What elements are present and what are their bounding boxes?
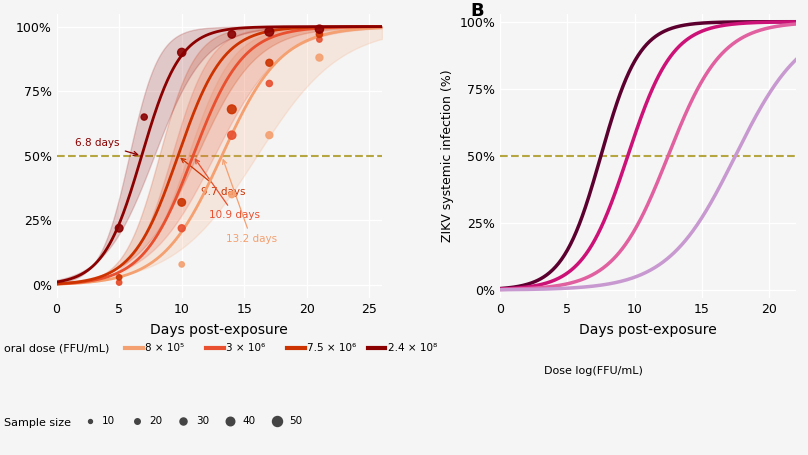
Point [225,131,238,139]
X-axis label: Days post-exposure: Days post-exposure [150,323,288,337]
Text: 40: 40 [242,416,256,426]
Text: 30: 30 [196,416,209,426]
Point [263,28,276,35]
Point [313,25,326,33]
Text: 50: 50 [289,416,303,426]
Text: 10.9 days: 10.9 days [196,159,260,220]
Text: 20: 20 [149,416,162,426]
Text: 8 × 10⁵: 8 × 10⁵ [145,343,184,353]
Text: Dose log(FFU/mL): Dose log(FFU/mL) [545,366,643,376]
Text: 7.5 × 10⁶: 7.5 × 10⁶ [307,343,356,353]
Text: Sample size: Sample size [4,418,71,428]
Point [177,417,190,425]
X-axis label: Days post-exposure: Days post-exposure [579,323,717,337]
Point [112,274,125,281]
Text: 3 × 10⁶: 3 × 10⁶ [226,343,266,353]
Point [263,59,276,66]
Point [225,30,238,38]
Text: 9.7 days: 9.7 days [181,158,245,197]
Point [175,261,188,268]
Point [137,113,150,121]
Point [313,54,326,61]
Y-axis label: ZIKV systemic infection (%): ZIKV systemic infection (%) [440,70,454,242]
Point [271,417,284,425]
Point [175,199,188,206]
Point [313,30,326,38]
Point [83,417,96,425]
Point [224,417,237,425]
Text: 10: 10 [102,416,116,426]
Point [112,279,125,286]
Point [130,417,143,425]
Text: oral dose (FFU/mL): oral dose (FFU/mL) [4,343,109,353]
Text: B: B [470,2,484,20]
Point [112,279,125,286]
Point [263,80,276,87]
Text: 2.4 × 10⁸: 2.4 × 10⁸ [388,343,437,353]
Point [225,106,238,113]
Point [175,225,188,232]
Point [225,191,238,198]
Text: 13.2 days: 13.2 days [222,160,276,243]
Point [175,49,188,56]
Text: 6.8 days: 6.8 days [75,138,137,156]
Point [112,225,125,232]
Point [263,131,276,139]
Point [313,36,326,43]
